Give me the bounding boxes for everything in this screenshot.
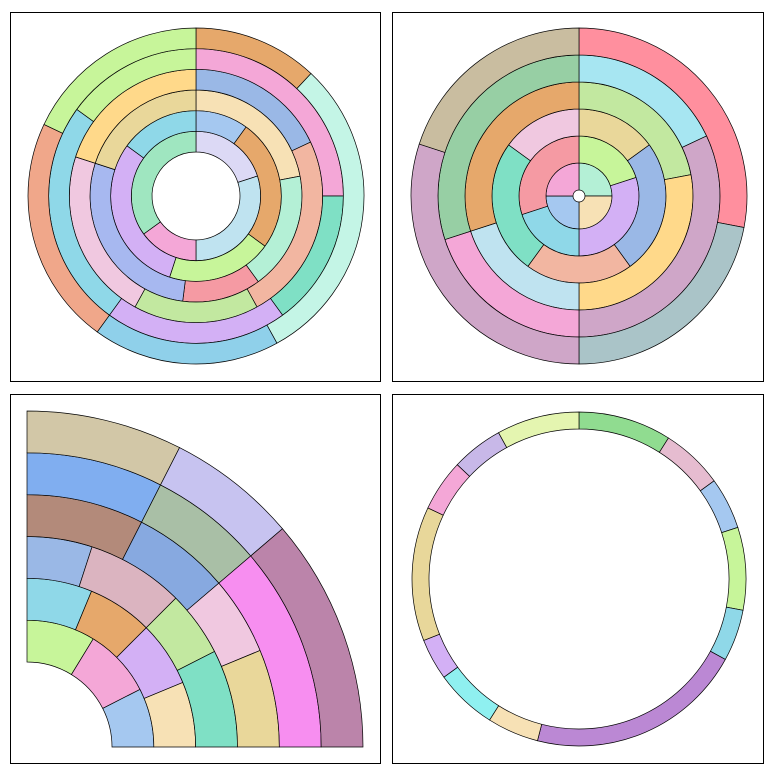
bottom-right-ring0-segment4 [709, 606, 744, 660]
bottom-right-ring0-segment7 [443, 666, 500, 721]
sunburst-panel-bottom-left [10, 394, 381, 764]
top-right-ring5-segment3 [418, 27, 580, 153]
sunburst-chart-top-right [410, 27, 748, 365]
ring-chart-bottom-right [411, 411, 747, 747]
bottom-right-ring0-segment10 [427, 464, 471, 516]
bottom-right-ring0-segment11 [456, 432, 508, 477]
bottom-right-ring0-segment6 [489, 705, 543, 742]
bottom-right-ring0-segment3 [721, 526, 747, 611]
bottom-right-ring0-segment2 [699, 480, 739, 534]
bottom-right-ring0-segment8 [423, 633, 459, 678]
sunburst-panel-top-left [10, 12, 381, 382]
bottom-right-ring0-segment5 [537, 650, 726, 747]
ring-panel-bottom-right [392, 394, 764, 764]
sunburst-panel-top-right [392, 12, 764, 382]
bottom-left-ring5-segment2 [250, 528, 364, 748]
sunburst-chart-bottom-left [26, 410, 364, 748]
sunburst-chart-top-left [27, 27, 365, 365]
top-left-ring5-segment4 [43, 27, 197, 134]
bottom-right-ring0-segment9 [411, 507, 444, 641]
bottom-right-ring0-segment1 [658, 437, 715, 492]
bottom-right-ring0-segment0 [578, 411, 669, 453]
bottom-right-ring0-segment12 [498, 411, 580, 449]
